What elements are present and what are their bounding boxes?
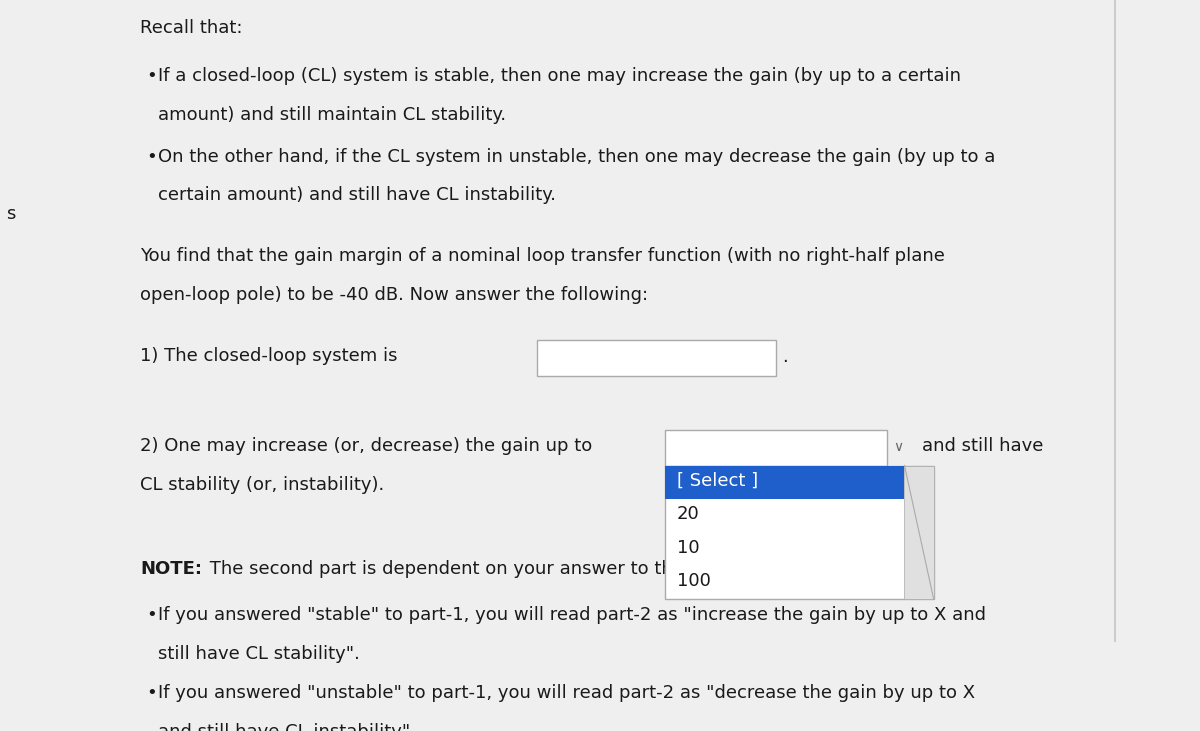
Text: On the other hand, if the CL system in unstable, then one may decrease the gain : On the other hand, if the CL system in u… bbox=[157, 148, 995, 166]
Text: CL stability (or, instability).: CL stability (or, instability). bbox=[140, 477, 384, 494]
Text: and still have: and still have bbox=[922, 436, 1043, 455]
Text: •: • bbox=[146, 606, 157, 624]
Text: ↱: ↱ bbox=[834, 438, 845, 451]
Text: Recall that:: Recall that: bbox=[140, 19, 242, 37]
FancyBboxPatch shape bbox=[665, 430, 887, 466]
Text: [ Select ]: [ Select ] bbox=[677, 472, 758, 490]
Text: If a closed-loop (CL) system is stable, then one may increase the gain (by up to: If a closed-loop (CL) system is stable, … bbox=[157, 67, 960, 86]
Text: s: s bbox=[6, 205, 16, 224]
Text: [ Select ]: [ Select ] bbox=[677, 438, 758, 456]
Text: ∨: ∨ bbox=[752, 350, 763, 364]
FancyBboxPatch shape bbox=[665, 466, 934, 599]
Text: If you answered "unstable" to part-1, you will read part-2 as "decrease the gain: If you answered "unstable" to part-1, yo… bbox=[157, 684, 974, 702]
Text: ∨: ∨ bbox=[893, 440, 902, 454]
Text: 10: 10 bbox=[677, 539, 700, 557]
Text: unstable: unstable bbox=[548, 348, 626, 366]
Text: open-loop pole) to be -40 dB. Now answer the following:: open-loop pole) to be -40 dB. Now answer… bbox=[140, 286, 648, 303]
Text: You find that the gain margin of a nominal loop transfer function (with no right: You find that the gain margin of a nomin… bbox=[140, 247, 944, 265]
Text: If you answered "stable" to part-1, you will read part-2 as "increase the gain b: If you answered "stable" to part-1, you … bbox=[157, 606, 985, 624]
Text: certain amount) and still have CL instability.: certain amount) and still have CL instab… bbox=[157, 186, 556, 204]
FancyBboxPatch shape bbox=[536, 341, 776, 376]
Text: •: • bbox=[146, 67, 157, 86]
Text: still have CL stability".: still have CL stability". bbox=[157, 645, 360, 662]
Text: 100: 100 bbox=[677, 572, 710, 590]
Text: and still have CL instability".: and still have CL instability". bbox=[157, 723, 415, 731]
Text: 1) The closed-loop system is: 1) The closed-loop system is bbox=[140, 346, 397, 365]
FancyBboxPatch shape bbox=[665, 466, 905, 499]
Text: .: . bbox=[782, 348, 787, 366]
Text: •: • bbox=[146, 148, 157, 166]
Text: NOTE:: NOTE: bbox=[140, 560, 202, 578]
Text: 20: 20 bbox=[677, 505, 700, 523]
Text: •: • bbox=[146, 684, 157, 702]
Text: amount) and still maintain CL stability.: amount) and still maintain CL stability. bbox=[157, 106, 505, 124]
Polygon shape bbox=[905, 466, 934, 599]
Text: 2) One may increase (or, decrease) the gain up to: 2) One may increase (or, decrease) the g… bbox=[140, 436, 593, 455]
Text: The second part is dependent on your answer to the first part, i.e.,: The second part is dependent on your ans… bbox=[204, 560, 812, 578]
